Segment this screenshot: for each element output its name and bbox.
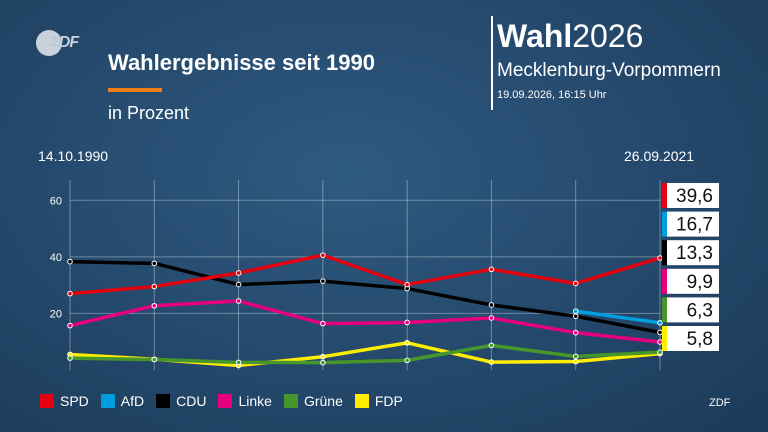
data-point-spd bbox=[657, 255, 663, 261]
series-line-linke bbox=[68, 299, 662, 344]
data-point-spd bbox=[488, 266, 495, 273]
data-point-cdu bbox=[235, 281, 242, 288]
legend-item-fdp: FDP bbox=[354, 393, 403, 409]
data-point-grüne bbox=[67, 355, 73, 361]
data-point-spd bbox=[235, 270, 242, 276]
data-point-linke bbox=[657, 339, 663, 345]
value-flag-afd bbox=[662, 211, 667, 237]
data-point-spd bbox=[404, 281, 410, 288]
data-point-cdu bbox=[151, 260, 158, 267]
data-point-cdu bbox=[488, 302, 495, 308]
legend-swatch bbox=[40, 394, 54, 408]
y-tick-label: 20 bbox=[50, 308, 62, 320]
y-tick-label: 60 bbox=[50, 195, 62, 207]
legend-swatch bbox=[100, 394, 115, 408]
data-point-grüne bbox=[320, 359, 326, 366]
chart-title: Wahlergebnisse seit 1990 bbox=[108, 50, 375, 75]
footer-credit: ZDF bbox=[709, 397, 731, 409]
data-point-cdu bbox=[320, 278, 326, 284]
legend-label: FDP bbox=[374, 393, 403, 409]
zdf-logo: ZDF bbox=[36, 30, 79, 56]
date-start-label: 14.10.1990 bbox=[38, 148, 109, 164]
series-line-grüne bbox=[68, 343, 662, 365]
zdf-logo-text: ZDF bbox=[50, 34, 79, 51]
data-point-grüne bbox=[572, 353, 579, 360]
data-point-linke bbox=[67, 322, 73, 329]
legend-item-afd: AfD bbox=[100, 393, 145, 409]
value-label-spd: 39,6 bbox=[676, 186, 713, 207]
legend-item-grüne: Grüne bbox=[283, 393, 343, 409]
value-box-spd bbox=[667, 183, 719, 208]
data-point-spd bbox=[67, 290, 73, 297]
chart-subtitle: in Prozent bbox=[108, 103, 190, 123]
value-label-afd: 16,7 bbox=[676, 215, 713, 236]
data-point-linke bbox=[320, 320, 326, 327]
data-point-spd bbox=[151, 283, 158, 290]
legend-label: SPD bbox=[60, 393, 89, 409]
value-flag-spd bbox=[662, 183, 667, 208]
value-label-grüne: 6,3 bbox=[687, 300, 713, 321]
value-box-cdu bbox=[667, 240, 719, 266]
legend-swatch bbox=[354, 394, 369, 408]
chart-legend: SPD AfD CDU Linke Grüne FDP bbox=[40, 393, 415, 409]
value-label-cdu: 13,3 bbox=[676, 243, 713, 264]
series-line-spd bbox=[68, 253, 662, 296]
data-point-linke bbox=[151, 302, 158, 309]
data-point-cdu bbox=[572, 313, 579, 320]
data-point-grüne bbox=[404, 357, 410, 364]
data-point-linke bbox=[488, 315, 495, 321]
data-point-cdu bbox=[67, 258, 73, 265]
value-label-linke: 9,9 bbox=[687, 272, 713, 293]
value-box-fdp bbox=[667, 326, 719, 351]
data-point-spd bbox=[320, 252, 326, 258]
brand-divider bbox=[491, 16, 493, 110]
title-underline bbox=[108, 88, 162, 92]
data-point-spd bbox=[572, 280, 579, 287]
data-point-linke bbox=[572, 329, 579, 336]
value-flag-linke bbox=[662, 268, 667, 294]
value-flag-cdu bbox=[662, 240, 667, 266]
legend-item-spd: SPD bbox=[40, 393, 89, 409]
legend-item-cdu: CDU bbox=[156, 393, 206, 409]
value-box-afd bbox=[667, 211, 719, 237]
legend-label: CDU bbox=[176, 393, 207, 409]
data-point-linke bbox=[235, 298, 242, 304]
data-point-afd bbox=[572, 308, 579, 314]
y-tick-label: 40 bbox=[50, 252, 62, 264]
zdf-logo-circle bbox=[36, 30, 62, 56]
data-point-fdp bbox=[572, 358, 579, 365]
value-flag-grüne bbox=[662, 297, 667, 323]
legend-swatch bbox=[283, 394, 298, 408]
value-flag-fdp bbox=[662, 326, 667, 351]
value-label-fdp: 5,8 bbox=[687, 329, 713, 350]
timestamp: 19.09.2026, 16:15 Uhr bbox=[497, 89, 607, 101]
data-point-cdu bbox=[657, 329, 663, 336]
brand-year: 2026 bbox=[572, 18, 644, 54]
data-point-grüne bbox=[151, 356, 158, 363]
legend-label: AfD bbox=[120, 393, 145, 409]
data-point-grüne bbox=[657, 349, 663, 355]
data-point-grüne bbox=[235, 359, 242, 366]
value-box-grüne bbox=[667, 297, 719, 323]
value-box-linke bbox=[667, 268, 719, 294]
data-point-linke bbox=[404, 319, 410, 326]
data-point-afd bbox=[657, 319, 663, 326]
series-line-cdu bbox=[68, 259, 662, 335]
data-point-fdp bbox=[488, 359, 495, 365]
region-name: Mecklenburg-Vorpommern bbox=[497, 60, 721, 81]
legend-label: Grüne bbox=[303, 393, 343, 409]
brand-wahl: Wahl bbox=[497, 18, 573, 54]
legend-swatch bbox=[156, 394, 171, 408]
data-point-grüne bbox=[488, 342, 495, 349]
data-point-fdp bbox=[404, 340, 410, 346]
brand-wordmark: Wahl2026 bbox=[497, 18, 643, 54]
date-end-label: 26.09.2021 bbox=[624, 148, 695, 164]
legend-label: Linke bbox=[238, 393, 272, 409]
series-line-afd bbox=[573, 309, 662, 325]
legend-swatch bbox=[218, 394, 233, 408]
legend-item-linke: Linke bbox=[218, 393, 272, 409]
data-point-fdp bbox=[320, 353, 326, 360]
